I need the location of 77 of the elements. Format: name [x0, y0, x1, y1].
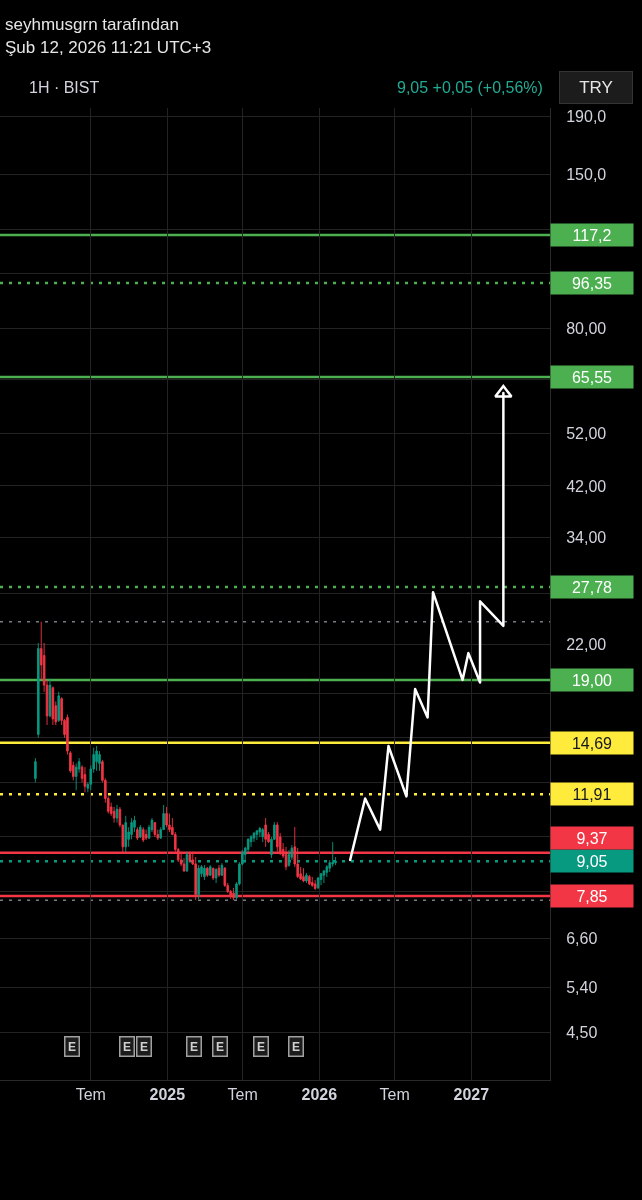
annotation: E	[122, 1039, 132, 1054]
candlestick	[197, 864, 200, 900]
y-tick-label: 4,50	[566, 1023, 598, 1041]
candlestick	[322, 869, 326, 884]
candlestick	[214, 867, 218, 884]
candlestick	[258, 826, 262, 838]
candlestick	[141, 826, 145, 843]
x-tick-label: 2027	[453, 1086, 490, 1104]
candlestick	[264, 817, 267, 848]
candlestick	[308, 874, 311, 886]
candlestick	[311, 876, 314, 888]
candlestick	[165, 806, 168, 828]
ref-line-label: 14,69	[571, 734, 613, 752]
candlestick	[252, 831, 256, 843]
candlestick	[83, 766, 87, 793]
x-tick-label: Tem	[75, 1086, 106, 1104]
candlestick	[98, 750, 101, 772]
candlestick	[95, 745, 98, 772]
x-tick-label: 2026	[301, 1086, 338, 1104]
y-tick-label: 6,60	[566, 930, 598, 948]
candlestick	[261, 827, 264, 843]
candlestick	[124, 815, 127, 853]
candlestick	[302, 867, 305, 883]
candlestick	[255, 829, 259, 841]
candlestick	[217, 864, 221, 878]
ref-line-label: 11,91	[572, 785, 612, 803]
y-tick-label: 5,40	[566, 979, 598, 997]
x-tick-label: 2025	[149, 1086, 186, 1104]
candlestick	[136, 826, 139, 841]
candlestick	[319, 872, 323, 886]
candlestick	[316, 876, 320, 890]
text: seyhmusgrn tarafından	[5, 15, 179, 34]
text: Şub 12, 2026 11:21 UTC+3	[5, 38, 212, 57]
y-axis-title: TRY	[579, 78, 613, 97]
candlestick	[37, 642, 40, 739]
candlestick	[220, 862, 224, 877]
candlestick	[232, 887, 235, 901]
annotation: E	[139, 1039, 149, 1054]
x-tick-label: Tem	[227, 1086, 258, 1104]
ref-line-label: 96,35	[571, 274, 613, 292]
chart-subtitle: 9,05 +0,05 (+0,56%)	[397, 79, 543, 96]
candlestick	[112, 806, 116, 824]
annotation: E	[215, 1039, 225, 1054]
candlestick	[208, 864, 212, 877]
candlestick	[211, 867, 215, 881]
candlestick	[305, 872, 308, 884]
y-tick-label: 42,00	[566, 477, 607, 495]
candlestick	[206, 866, 209, 878]
y-tick-label: 80,00	[566, 319, 607, 337]
y-tick-label: 190,0	[566, 108, 607, 126]
candlestick	[115, 804, 119, 824]
annotation: E	[189, 1039, 199, 1054]
y-tick-label: 22,00	[566, 635, 607, 653]
ref-line-label: 117,2	[572, 226, 612, 244]
candlestick	[48, 678, 52, 718]
candlestick	[203, 864, 206, 881]
annotation: E	[256, 1039, 266, 1054]
chart-title: 1H · BIST	[29, 79, 100, 96]
candlestick	[51, 685, 55, 726]
x-tick-label: Tem	[379, 1086, 410, 1104]
ref-line-label: 27,78	[571, 578, 613, 596]
ref-line-label: 7,85	[576, 887, 608, 905]
ref-line-label: 9,37	[576, 829, 608, 847]
ref-line-label: 19,00	[571, 671, 613, 689]
y-tick-label: 34,00	[566, 529, 607, 547]
candlestick	[34, 757, 37, 783]
y-tick-label: 150,0	[566, 166, 607, 184]
candlestick	[313, 879, 317, 891]
candlestick	[139, 824, 142, 839]
y-tick-label: 52,00	[566, 425, 607, 443]
ref-line-label: 65,55	[571, 368, 613, 386]
candlestick	[57, 691, 60, 723]
annotation: E	[67, 1039, 77, 1054]
annotation: E	[291, 1039, 301, 1054]
ref-line-label: 9,05	[576, 852, 608, 870]
candlestick	[153, 822, 157, 838]
candlestick	[144, 829, 148, 841]
